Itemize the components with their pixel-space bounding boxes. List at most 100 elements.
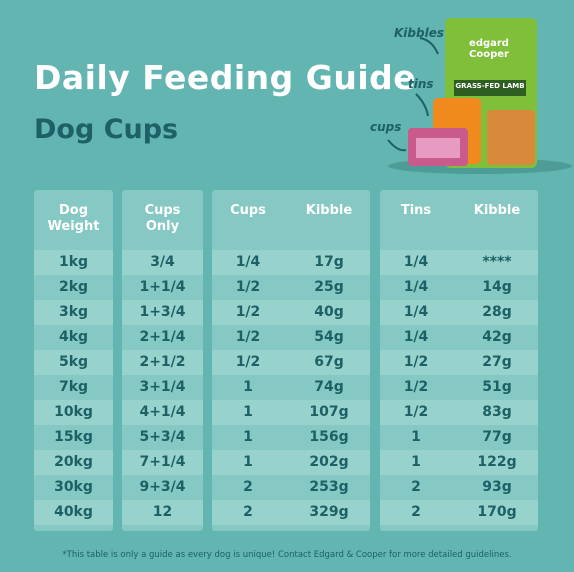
row-stripe bbox=[212, 300, 370, 325]
cell: 2 bbox=[411, 479, 421, 495]
row-stripe bbox=[34, 500, 113, 525]
cell: 28g bbox=[482, 304, 512, 320]
footnote: *This table is only a guide as every dog… bbox=[62, 550, 512, 560]
row-stripe bbox=[34, 300, 113, 325]
cell: 93g bbox=[482, 479, 512, 495]
column-header: Cups bbox=[230, 203, 266, 218]
cell: 329g bbox=[309, 504, 349, 520]
row-stripe bbox=[212, 250, 370, 275]
cell: 4+1/4 bbox=[139, 404, 186, 420]
column-header: Dog Weight bbox=[47, 203, 100, 234]
cell: 3/4 bbox=[150, 254, 175, 270]
cell: 1/4 bbox=[403, 329, 429, 345]
cell: 9+3/4 bbox=[139, 479, 186, 495]
cell: 2+1/4 bbox=[139, 329, 186, 345]
cell: 17g bbox=[314, 254, 344, 270]
row-stripe bbox=[212, 500, 370, 525]
row-stripe bbox=[380, 400, 538, 425]
cell: 1/4 bbox=[235, 254, 261, 270]
cell: 1/2 bbox=[235, 304, 261, 320]
cell: 30kg bbox=[54, 479, 93, 495]
cell: 2 bbox=[243, 479, 253, 495]
row-stripe bbox=[122, 450, 203, 475]
cell: 1/2 bbox=[403, 354, 429, 370]
cell: 1 bbox=[243, 379, 253, 395]
cell: 1 bbox=[243, 404, 253, 420]
cell: 12 bbox=[152, 504, 173, 520]
cell: 1/4 bbox=[403, 304, 429, 320]
cell: 3kg bbox=[58, 304, 89, 320]
row-stripe bbox=[122, 250, 203, 275]
cell: 1+1/4 bbox=[139, 279, 186, 295]
cell: 67g bbox=[314, 354, 344, 370]
cell: 74g bbox=[314, 379, 344, 395]
title: Daily Feeding Guide bbox=[34, 58, 417, 97]
cell: 170g bbox=[477, 504, 517, 520]
products bbox=[387, 18, 572, 174]
cell: 20kg bbox=[54, 454, 93, 470]
cell: 25g bbox=[314, 279, 344, 295]
row-stripe bbox=[122, 500, 203, 525]
tins-label: tins bbox=[408, 77, 434, 91]
cell: 1 bbox=[243, 429, 253, 445]
row-stripe bbox=[212, 350, 370, 375]
row-stripe bbox=[380, 250, 538, 275]
cell: 27g bbox=[482, 354, 512, 370]
cell: 7kg bbox=[58, 379, 89, 395]
row-stripe bbox=[380, 350, 538, 375]
column-header: Kibble bbox=[305, 203, 353, 218]
cell: 107g bbox=[309, 404, 349, 420]
cell: 122g bbox=[477, 454, 517, 470]
cups-label: cups bbox=[370, 120, 402, 134]
cell: 54g bbox=[314, 329, 344, 345]
cell: 1/2 bbox=[235, 279, 261, 295]
cell: 1/4 bbox=[403, 279, 429, 295]
cell: 1 bbox=[411, 429, 421, 445]
column-header: Tins bbox=[400, 203, 432, 218]
cell: 2 bbox=[411, 504, 421, 520]
cell: 14g bbox=[482, 279, 512, 295]
cell: 1/2 bbox=[235, 329, 261, 345]
cell: 202g bbox=[309, 454, 349, 470]
cell: 10kg bbox=[54, 404, 93, 420]
cell: 1/4 bbox=[403, 254, 429, 270]
row-stripe bbox=[380, 300, 538, 325]
cell: 83g bbox=[482, 404, 512, 420]
cell: 51g bbox=[482, 379, 512, 395]
cell: 3+1/4 bbox=[139, 379, 186, 395]
cell: 40kg bbox=[54, 504, 93, 520]
cell: 253g bbox=[309, 479, 349, 495]
cell: 77g bbox=[482, 429, 512, 445]
row-stripe bbox=[122, 400, 203, 425]
brand: edgard Cooper bbox=[469, 38, 509, 60]
cell: 7+1/4 bbox=[139, 454, 186, 470]
row-stripe bbox=[380, 500, 538, 525]
row-stripe bbox=[122, 350, 203, 375]
row-stripe bbox=[34, 450, 113, 475]
cell: 1/2 bbox=[403, 379, 429, 395]
row-stripe bbox=[380, 450, 538, 475]
cell: 5+3/4 bbox=[139, 429, 186, 445]
cell: 4kg bbox=[58, 329, 89, 345]
cell: 2kg bbox=[58, 279, 89, 295]
cell: 1 bbox=[411, 454, 421, 470]
cell: 5kg bbox=[58, 354, 89, 370]
cell: 42g bbox=[482, 329, 512, 345]
cell: 1kg bbox=[58, 254, 89, 270]
flavor: GRASS-FED LAMB bbox=[455, 82, 525, 90]
cell: 40g bbox=[314, 304, 344, 320]
row-stripe bbox=[122, 300, 203, 325]
cell: 1+3/4 bbox=[139, 304, 186, 320]
row-stripe bbox=[34, 350, 113, 375]
cell: **** bbox=[482, 254, 512, 270]
row-stripe bbox=[212, 450, 370, 475]
cell: 1/2 bbox=[403, 404, 429, 420]
cell: 2+1/2 bbox=[139, 354, 186, 370]
row-stripe bbox=[212, 400, 370, 425]
column-header: Cups Only bbox=[144, 203, 181, 234]
cell: 156g bbox=[309, 429, 349, 445]
kibbles-label: Kibbles bbox=[394, 26, 444, 40]
row-stripe bbox=[34, 250, 113, 275]
row-stripe bbox=[34, 400, 113, 425]
